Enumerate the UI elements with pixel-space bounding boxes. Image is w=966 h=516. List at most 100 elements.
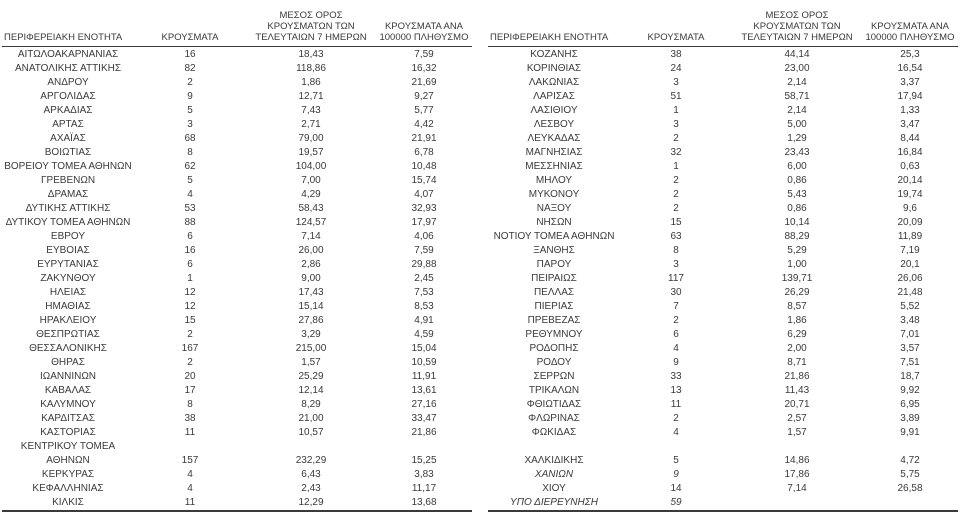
column-header-avg7: ΜΕΣΟΣ ΟΡΟΣ ΚΡΟΥΣΜΑΤΩΝ ΤΩΝ ΤΕΛΕΥΤΑΙΩΝ 7 Η… (246, 3, 376, 47)
avg7-value-cell: 215,00 (295, 343, 327, 354)
cases-value-cell: 16 (184, 245, 196, 256)
per100k-value-cell: 9,27 (414, 91, 434, 102)
table-row: ΜΗΛΟΥ 2 0,86 20,14 (488, 174, 958, 188)
avg7-value-cell: 58,71 (784, 91, 810, 102)
cases-value-cell: 16 (184, 49, 196, 60)
per100k-value-cell: 18,7 (900, 371, 920, 382)
per100k-value-cell: 0,63 (900, 161, 920, 172)
region-name-cell: ΡΟΔΟΠΗΣ (529, 343, 579, 354)
region-name-cell: ΤΡΙΚΑΛΩΝ (528, 385, 580, 396)
avg7-value-cell: 8,29 (301, 399, 321, 410)
per100k-value-cell: 11,91 (411, 371, 437, 382)
region-name-cell (488, 440, 620, 454)
region-name-cell: ΗΜΑΘΙΑΣ (45, 301, 91, 312)
cases-value-cell: 157 (181, 455, 199, 466)
per100k-value-cell: 3,37 (900, 77, 920, 88)
per100k-value-cell: 26,58 (897, 483, 923, 494)
region-name-cell: ΧΑΝΙΩΝ (534, 469, 574, 480)
avg7-value-cell: 5,29 (787, 245, 807, 256)
avg7-value-cell: 7,14 (301, 231, 321, 242)
per100k-value-cell: 16,54 (897, 63, 923, 74)
avg7-value-cell: 23,00 (784, 63, 810, 74)
avg7-value-cell: 1,29 (787, 133, 807, 144)
cases-value-cell: 88 (184, 217, 196, 228)
per100k-value-cell: 3,89 (900, 413, 920, 424)
table-row: ΧΙΟΥ 14 7,14 26,58 (488, 482, 958, 496)
table-row: ΚΕΡΚΥΡΑΣ 4 6,43 3,83 (2, 468, 472, 482)
region-name-cell: ΠΙΕΡΙΑΣ (534, 301, 574, 312)
per100k-value-cell: 20,1 (900, 259, 920, 270)
avg7-value-cell: 23,43 (784, 147, 810, 158)
table-body: ΑΙΤΩΛΟΑΚΑΡΝΑΝΙΑΣ 16 18,43 7,59 ΑΝΑΤΟΛΙΚΗΣ ΑΤ… (2, 47, 472, 512)
column-header-avg7: ΜΕΣΟΣ ΟΡΟΣ ΚΡΟΥΣΜΑΤΩΝ ΤΩΝ ΤΕΛΕΥΤΑΙΩΝ 7 Η… (732, 3, 862, 47)
cases-value-cell: 6 (187, 259, 193, 270)
region-name-cell: ΚΕΡΚΥΡΑΣ (41, 469, 95, 480)
table-row: ΖΑΚΥΝΘΟΥ 1 9,00 2,45 (2, 272, 472, 286)
table-row: ΕΥΒΟΙΑΣ 16 26,00 7,59 (2, 244, 472, 258)
table-row: ΑΡΤΑΣ 3 2,71 4,42 (2, 118, 472, 132)
avg7-value-cell: 7,43 (301, 105, 321, 116)
per100k-value-cell: 4,06 (414, 231, 434, 242)
cases-value-cell: 3 (673, 77, 679, 88)
table-row: ΧΑΝΙΩΝ 9 17,86 5,75 (488, 468, 958, 482)
per100k-value-cell: 7,59 (414, 49, 434, 60)
per100k-value-cell: 3,48 (900, 315, 920, 326)
per100k-value-cell: 4,07 (414, 189, 434, 200)
cases-value-cell: 8 (187, 399, 193, 410)
avg7-value-cell: 4,29 (301, 189, 321, 200)
region-name-cell: ΚΕΦΑΛΛΗΝΙΑΣ (32, 483, 104, 494)
table-row: ΦΛΩΡΙΝΑΣ 2 2,57 3,89 (488, 412, 958, 426)
per100k-value-cell (862, 496, 958, 511)
per100k-value-cell: 11,17 (411, 483, 437, 494)
cases-value-cell: 2 (673, 175, 679, 186)
avg7-value-cell: 17,86 (784, 469, 810, 480)
avg7-value-cell (732, 496, 862, 511)
table-row: ΝΑΞΟΥ 2 0,86 9,6 (488, 202, 958, 216)
cases-value-cell: 38 (670, 49, 682, 60)
table-row: ΘΗΡΑΣ 2 1,57 10,59 (2, 356, 472, 370)
region-name-cell: ΛΕΥΚΑΔΑΣ (527, 133, 581, 144)
cases-value-cell: 4 (673, 427, 679, 438)
cases-value-cell: 20 (184, 371, 196, 382)
avg7-value-cell: 139,71 (781, 273, 813, 284)
table-row: ΚΑΒΑΛΑΣ 17 12,14 13,61 (2, 384, 472, 398)
cases-value-cell: 4 (673, 343, 679, 354)
cases-value-cell: 38 (184, 413, 196, 424)
region-name-cell: ΓΡΕΒΕΝΩΝ (40, 175, 96, 186)
per100k-value-cell: 21,86 (411, 427, 437, 438)
avg7-value-cell: 5,00 (787, 119, 807, 130)
region-name-cell: ΚΙΛΚΙΣ (52, 497, 84, 508)
avg7-value-cell: 6,43 (301, 469, 321, 480)
region-name-cell: ΕΥΒΟΙΑΣ (46, 245, 90, 256)
cases-value-cell: 13 (670, 385, 682, 396)
table-row: ΑΝΔΡΟΥ 2 1,86 21,69 (2, 76, 472, 90)
avg7-value-cell: 2,43 (301, 483, 321, 494)
avg7-value-cell: 7,00 (301, 175, 321, 186)
table-row: ΕΒΡΟΥ 6 7,14 4,06 (2, 230, 472, 244)
cases-table-left: ΠΕΡΙΦΕΡΕΙΑΚΗ ΕΝΟΤΗΤΑ ΚΡΟΥΣΜΑΤΑ ΜΕΣΟΣ ΟΡΟΣ … (2, 3, 472, 512)
table-row: ΠΡΕΒΕΖΑΣ 2 1,86 3,48 (488, 314, 958, 328)
avg7-value-cell: 10,14 (784, 217, 810, 228)
cases-value-cell: 117 (668, 273, 684, 284)
per100k-value-cell: 5,52 (900, 301, 920, 312)
table-row: ΛΕΥΚΑΔΑΣ 2 1,29 8,44 (488, 132, 958, 146)
region-name-cell: ΛΑΚΩΝΙΑΣ (528, 77, 580, 88)
region-name-cell: ΔΥΤΙΚΟΥ ΤΟΜΕΑ ΑΘΗΝΩΝ (5, 217, 131, 228)
region-name-cell: ΠΑΡΟΥ (536, 259, 572, 270)
cases-value-cell: 4 (187, 189, 193, 200)
per100k-value-cell: 32,93 (411, 203, 437, 214)
table-row: ΑΡΓΟΛΙΔΑΣ 9 12,71 9,27 (2, 90, 472, 104)
table-row: ΓΡΕΒΕΝΩΝ 5 7,00 15,74 (2, 174, 472, 188)
region-name-cell: ΚΑΛΥΜΝΟΥ (40, 399, 96, 410)
column-header-region: ΠΕΡΙΦΕΡΕΙΑΚΗ ΕΝΟΤΗΤΑ (2, 3, 134, 47)
avg7-value-cell: 0,86 (787, 175, 807, 186)
cases-value-cell: 17 (184, 385, 196, 396)
cases-value-cell: 8 (187, 147, 193, 158)
table-row: ΗΜΑΘΙΑΣ 12 15,14 8,53 (2, 300, 472, 314)
table-body: ΚΟΖΑΝΗΣ 38 44,14 25,3 ΚΟΡΙΝΘΙΑΣ 24 23,00 16,54 Λ… (488, 47, 958, 512)
per100k-value-cell: 5,75 (900, 469, 920, 480)
region-name-cell: ΣΕΡΡΩΝ (533, 371, 575, 382)
avg7-value-cell: 232,29 (295, 455, 327, 466)
region-name-cell: ΘΗΡΑΣ (51, 357, 85, 368)
per100k-value-cell: 4,72 (900, 455, 920, 466)
